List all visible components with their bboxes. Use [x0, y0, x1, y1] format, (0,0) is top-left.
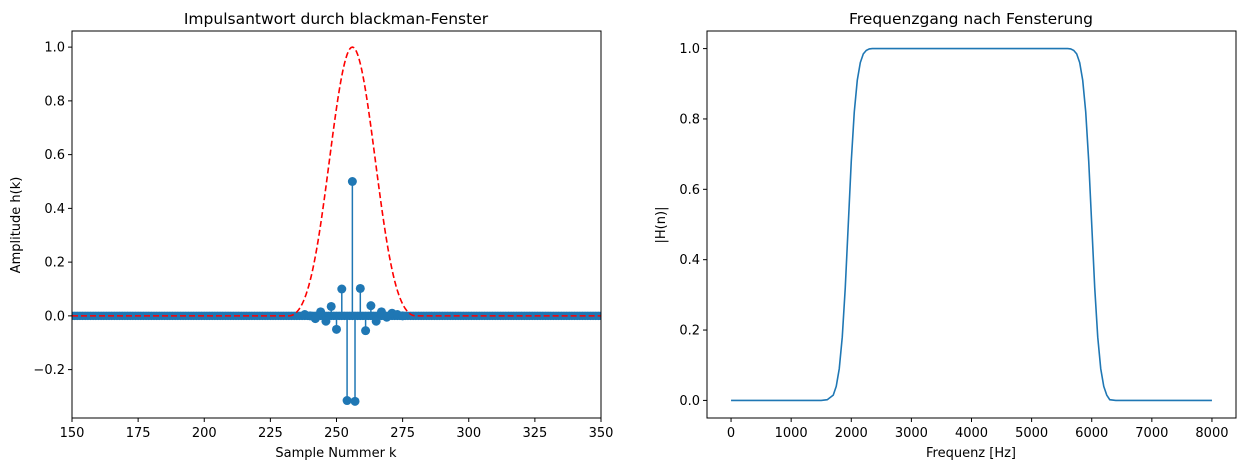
right-x-ticks: 0 1000 2000 3000 4000 5000 6000 7000 8000: [727, 418, 1229, 441]
right-ytick-label: 0.4: [679, 253, 700, 268]
right-ytick-label: 0.0: [679, 394, 700, 409]
left-ytick-label: 0.4: [44, 202, 65, 217]
left-x-ticks: 150 175 200 225 250 275 300 325 350: [60, 418, 614, 441]
left-plot-content: [72, 46, 601, 406]
left-y-ticks: −0.2 0.0 0.2 0.4 0.6 0.8 1.0: [33, 41, 72, 378]
left-xtick-label: 200: [192, 426, 217, 441]
stem-marker: [355, 283, 365, 293]
stem-marker: [342, 396, 352, 406]
right-y-ticks: 0.0 0.2 0.4 0.6 0.8 1.0: [679, 42, 707, 409]
stem-marker: [347, 177, 357, 186]
right-ytick-label: 0.8: [679, 112, 700, 127]
stem-marker: [371, 316, 381, 326]
left-axes-frame: [71, 30, 602, 419]
stem-marker: [321, 316, 331, 326]
left-xtick-label: 275: [390, 426, 415, 441]
stem-marker: [310, 314, 320, 324]
left-plot-area: [72, 46, 601, 406]
left-x-axis-label: Sample Nummer k: [275, 446, 397, 461]
right-xtick-label: 5000: [1015, 426, 1048, 441]
stem-marker: [361, 326, 371, 336]
right-xtick-label: 2000: [835, 426, 868, 441]
impulse-response-chart: Impulsantwort durch blackman-Fenster 150…: [9, 10, 613, 461]
right-ytick-label: 0.2: [679, 324, 700, 339]
left-xtick-label: 175: [126, 426, 151, 441]
right-plot-area: [731, 47, 1212, 402]
right-xtick-label: 3000: [895, 426, 928, 441]
left-y-axis-label: Amplitude h(k): [9, 177, 24, 274]
right-ytick-label: 0.6: [679, 183, 700, 198]
stem-marker: [350, 396, 360, 406]
window-curve: [72, 46, 601, 317]
right-xtick-label: 1000: [775, 426, 808, 441]
right-xtick-label: 7000: [1135, 426, 1168, 441]
right-xtick-label: 0: [727, 426, 735, 441]
left-chart-title: Impulsantwort durch blackman-Fenster: [184, 10, 489, 28]
left-ytick-label: 0.8: [44, 94, 65, 109]
right-axes-frame: [706, 30, 1237, 419]
right-xtick-label: 8000: [1195, 426, 1228, 441]
stem-marker: [398, 311, 408, 321]
stem-marker: [366, 301, 376, 311]
frequency-response-chart: Frequenzgang nach Fensterung 0 1000 2000 30…: [654, 10, 1237, 461]
right-x-axis-label: Frequenz [Hz]: [926, 446, 1016, 461]
stem-marker: [316, 307, 326, 317]
left-ytick-label: −0.2: [33, 363, 65, 378]
stem-marker: [332, 324, 341, 334]
left-xtick-label: 350: [589, 426, 614, 441]
stem-marker: [326, 301, 336, 311]
stem-marker: [337, 284, 347, 294]
right-xtick-label: 6000: [1075, 426, 1108, 441]
left-xtick-label: 250: [324, 426, 349, 441]
left-xtick-label: 325: [522, 426, 547, 441]
left-xtick-label: 225: [258, 426, 283, 441]
left-ytick-label: 0.0: [44, 309, 65, 324]
right-chart-title: Frequenzgang nach Fensterung: [849, 10, 1093, 28]
right-y-axis-label: |H(n)|: [654, 207, 669, 244]
left-ytick-label: 1.0: [44, 41, 65, 56]
frequency-response-line: [731, 47, 1212, 402]
left-xtick-label: 300: [456, 426, 481, 441]
left-ytick-label: 0.2: [44, 256, 65, 271]
right-xtick-label: 4000: [955, 426, 988, 441]
right-ytick-label: 1.0: [679, 42, 700, 57]
left-xtick-label: 150: [60, 426, 85, 441]
left-ytick-label: 0.6: [44, 148, 65, 163]
